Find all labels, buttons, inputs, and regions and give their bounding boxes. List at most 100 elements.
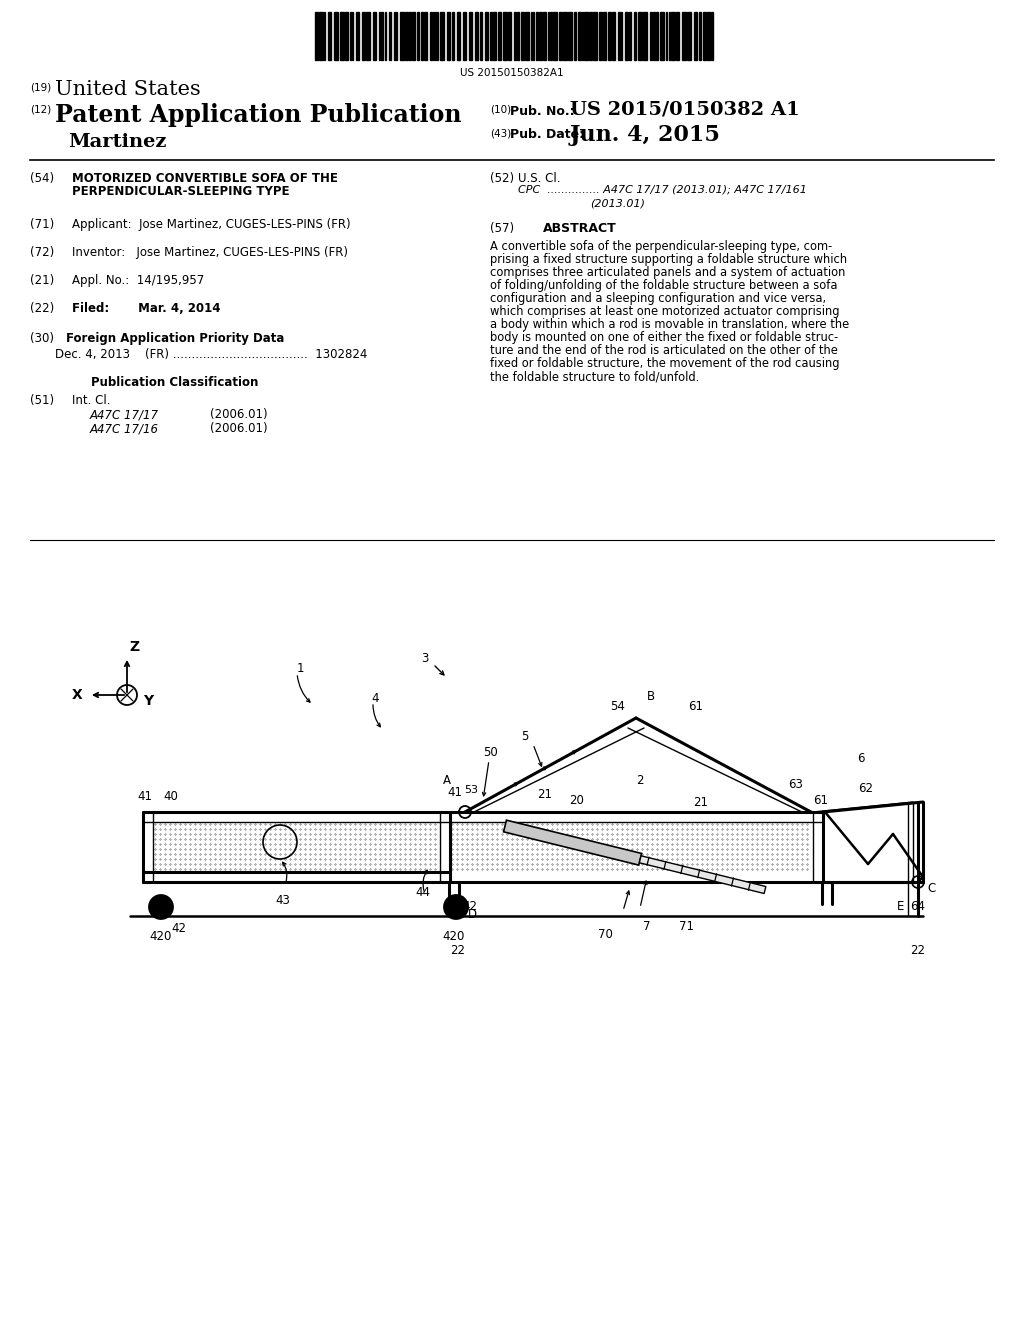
Bar xyxy=(480,12,482,59)
Bar xyxy=(694,12,697,59)
Text: A convertible sofa of the perpendicular-sleeping type, com-: A convertible sofa of the perpendicular-… xyxy=(490,240,833,253)
Bar xyxy=(463,12,466,59)
Circle shape xyxy=(150,895,173,919)
Text: ABSTRACT: ABSTRACT xyxy=(543,222,616,235)
Bar xyxy=(356,12,359,59)
Text: B: B xyxy=(647,689,655,702)
Text: (22): (22) xyxy=(30,302,54,315)
Text: D: D xyxy=(467,908,476,920)
Text: 20: 20 xyxy=(569,793,585,807)
Circle shape xyxy=(444,895,468,919)
Bar xyxy=(643,12,647,59)
Bar xyxy=(485,12,488,59)
Bar xyxy=(629,12,631,59)
Text: 40: 40 xyxy=(164,791,178,804)
Text: 61: 61 xyxy=(813,793,828,807)
Text: E: E xyxy=(897,900,904,913)
Bar xyxy=(409,12,411,59)
Text: comprises three articulated panels and a system of actuation: comprises three articulated panels and a… xyxy=(490,267,846,279)
Text: 7: 7 xyxy=(643,920,650,932)
Bar xyxy=(424,12,427,59)
Bar xyxy=(525,12,529,59)
Bar xyxy=(574,12,575,59)
Bar xyxy=(469,12,472,59)
Bar xyxy=(660,12,664,59)
Text: (43): (43) xyxy=(490,128,511,139)
Bar xyxy=(656,12,658,59)
Bar xyxy=(650,12,652,59)
Bar xyxy=(578,12,581,59)
Bar xyxy=(699,12,701,59)
Bar xyxy=(603,12,606,59)
Text: fixed or foldable structure, the movement of the rod causing: fixed or foldable structure, the movemen… xyxy=(490,356,840,370)
Text: (2006.01): (2006.01) xyxy=(210,408,267,421)
Text: (12): (12) xyxy=(30,106,51,115)
Bar xyxy=(334,12,338,59)
Text: a body within which a rod is movable in translation, where the: a body within which a rod is movable in … xyxy=(490,318,849,331)
Text: Int. Cl.: Int. Cl. xyxy=(72,393,111,407)
Bar xyxy=(676,12,679,59)
Text: PERPENDICULAR-SLEEPING TYPE: PERPENDICULAR-SLEEPING TYPE xyxy=(72,185,290,198)
Bar xyxy=(653,12,655,59)
Bar xyxy=(366,12,370,59)
Text: 6: 6 xyxy=(857,751,864,764)
Bar xyxy=(599,12,602,59)
Text: 4: 4 xyxy=(372,692,379,705)
Text: 22: 22 xyxy=(451,945,466,957)
Text: body is mounted on one of either the fixed or foldable struc-: body is mounted on one of either the fix… xyxy=(490,331,839,345)
Text: Dec. 4, 2013    (FR) ....................................  1302824: Dec. 4, 2013 (FR) ......................… xyxy=(55,348,368,360)
Bar xyxy=(406,12,408,59)
Bar xyxy=(536,12,538,59)
Text: 64: 64 xyxy=(910,900,926,913)
Bar xyxy=(493,12,496,59)
Bar xyxy=(550,12,552,59)
Bar xyxy=(345,12,348,59)
Bar xyxy=(539,12,542,59)
Text: Jun. 4, 2015: Jun. 4, 2015 xyxy=(570,124,721,147)
Text: 3: 3 xyxy=(421,652,429,664)
Text: 50: 50 xyxy=(482,746,498,759)
Bar xyxy=(389,12,391,59)
Text: 44: 44 xyxy=(416,886,430,899)
Bar xyxy=(508,12,511,59)
Text: Pub. Date:: Pub. Date: xyxy=(510,128,584,141)
Text: Z: Z xyxy=(129,640,139,653)
Bar xyxy=(400,12,404,59)
Text: 71: 71 xyxy=(680,920,694,932)
Text: Appl. No.:  14/195,957: Appl. No.: 14/195,957 xyxy=(72,275,204,286)
Bar xyxy=(563,12,567,59)
Text: (51): (51) xyxy=(30,393,54,407)
Text: ture and the end of the rod is articulated on the other of the: ture and the end of the rod is articulat… xyxy=(490,345,838,356)
Bar xyxy=(319,12,323,59)
Text: (21): (21) xyxy=(30,275,54,286)
Text: 42: 42 xyxy=(171,921,186,935)
Text: U.S. Cl.: U.S. Cl. xyxy=(518,172,560,185)
Text: A: A xyxy=(443,774,451,787)
Bar xyxy=(381,12,383,59)
Text: 70: 70 xyxy=(598,928,612,940)
Bar xyxy=(608,12,611,59)
Bar xyxy=(553,12,557,59)
Text: (52): (52) xyxy=(490,172,514,185)
Bar xyxy=(430,12,432,59)
Bar xyxy=(687,12,691,59)
Text: 53: 53 xyxy=(464,785,478,795)
Bar xyxy=(521,12,524,59)
Bar xyxy=(417,12,419,59)
Text: US 20150150382A1: US 20150150382A1 xyxy=(460,69,564,78)
Bar xyxy=(440,12,444,59)
Text: 1: 1 xyxy=(296,661,304,675)
Text: Applicant:  Jose Martinez, CUGES-LES-PINS (FR): Applicant: Jose Martinez, CUGES-LES-PINS… xyxy=(72,218,350,231)
Text: (30): (30) xyxy=(30,333,54,345)
Text: (2006.01): (2006.01) xyxy=(210,422,267,436)
Bar xyxy=(452,12,454,59)
Text: Martinez: Martinez xyxy=(68,133,166,150)
Text: 420: 420 xyxy=(442,929,465,942)
Text: which comprises at least one motorized actuator comprising: which comprises at least one motorized a… xyxy=(490,305,840,318)
Text: Pub. No.:: Pub. No.: xyxy=(510,106,574,117)
Text: 41: 41 xyxy=(137,791,153,804)
Bar xyxy=(568,12,572,59)
Text: CPC  ............... A47C 17/17 (2013.01); A47C 17/161: CPC ............... A47C 17/17 (2013.01)… xyxy=(518,185,807,195)
Bar xyxy=(517,12,519,59)
Text: 54: 54 xyxy=(610,700,626,713)
